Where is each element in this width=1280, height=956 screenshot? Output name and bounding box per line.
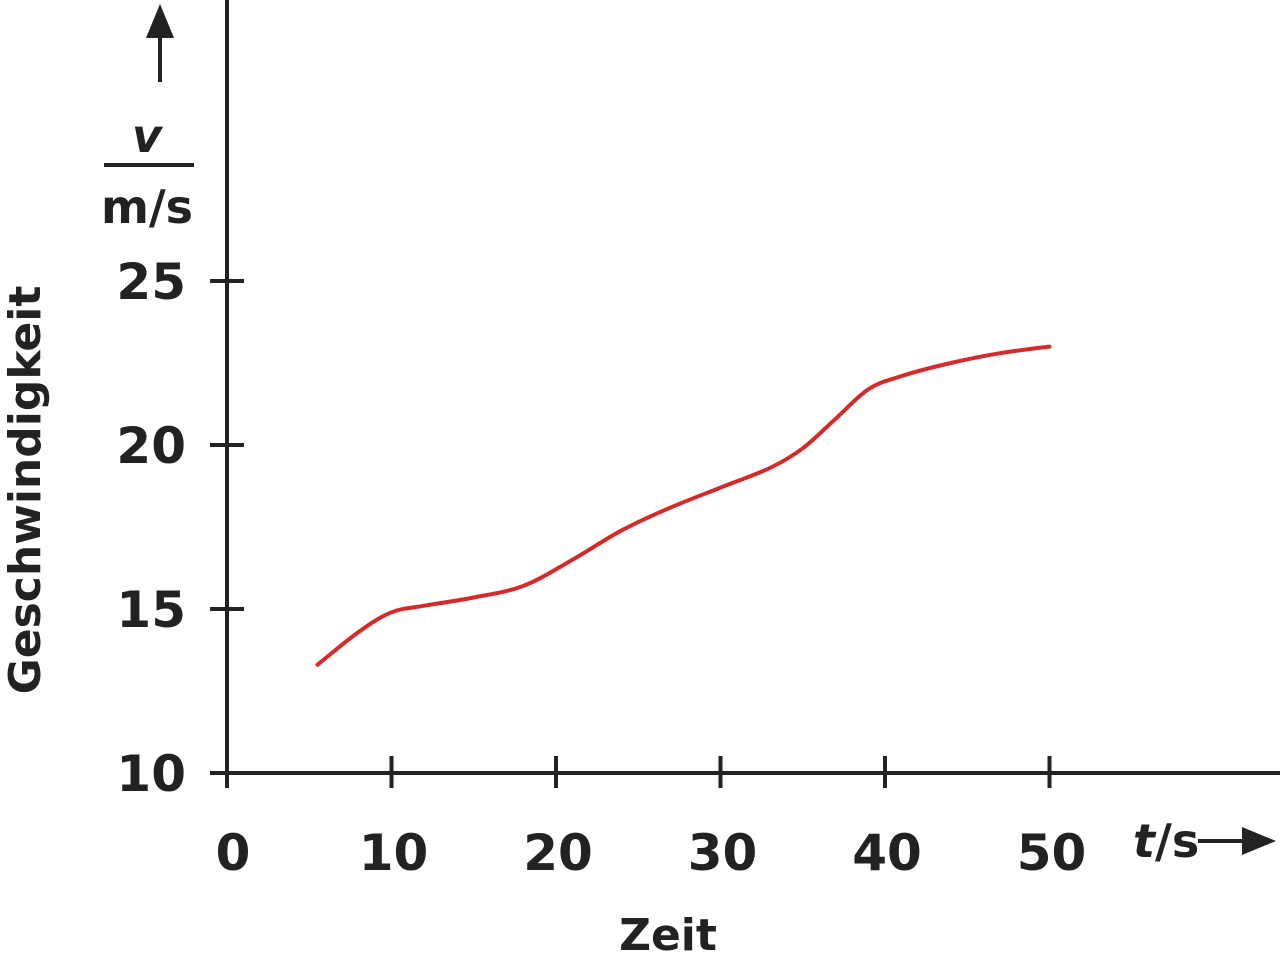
y-tick-label: 25	[116, 253, 186, 311]
x-tick-label: 40	[852, 824, 922, 882]
y-unit-symbol: v	[132, 109, 164, 163]
x-tick-label: 0	[216, 824, 251, 882]
series-line-velocity	[315, 344, 1052, 667]
x-unit-unit: s	[1172, 814, 1199, 868]
y-tick-label: 20	[116, 417, 186, 475]
y-tick-label: 15	[116, 581, 186, 639]
x-tick-label: 50	[1017, 824, 1087, 882]
x-unit-block: t/s	[1133, 814, 1276, 868]
y-unit-denominator: m/s	[101, 180, 193, 234]
x-unit-symbol: t	[1133, 814, 1157, 868]
x-tick-label: 10	[359, 824, 429, 882]
y-unit-block: v m/s	[101, 4, 194, 234]
x-axis-label: Zeit	[619, 910, 717, 956]
x-arrow-icon	[1242, 827, 1276, 855]
y-arrow-icon	[146, 4, 174, 38]
y-axis-ticks: 10 15 20 25	[116, 253, 244, 803]
y-axis-label: Geschwindigkeit	[0, 286, 51, 695]
x-axis-ticks: 0 10 20 30 40 50	[216, 756, 1087, 882]
x-unit-separator: /	[1155, 814, 1172, 868]
x-tick-label: 20	[523, 824, 593, 882]
x-tick-label: 30	[688, 824, 758, 882]
y-tick-label: 10	[116, 745, 186, 803]
x-unit-label: t/s	[1133, 814, 1199, 868]
